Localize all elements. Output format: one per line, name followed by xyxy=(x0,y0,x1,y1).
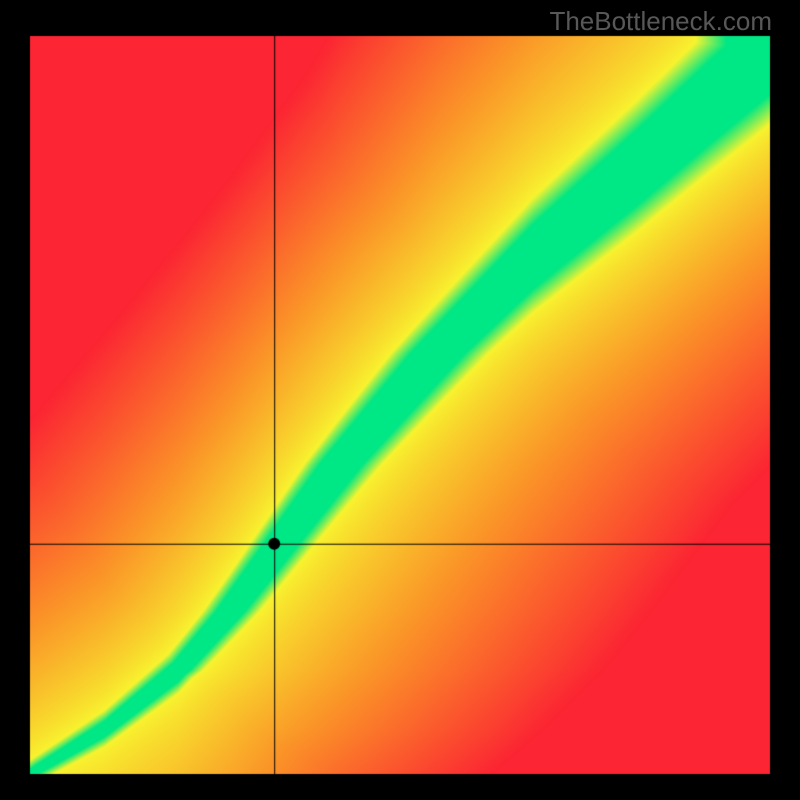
watermark-text: TheBottleneck.com xyxy=(549,6,772,37)
chart-container: TheBottleneck.com xyxy=(0,0,800,800)
bottleneck-heatmap xyxy=(0,0,800,800)
